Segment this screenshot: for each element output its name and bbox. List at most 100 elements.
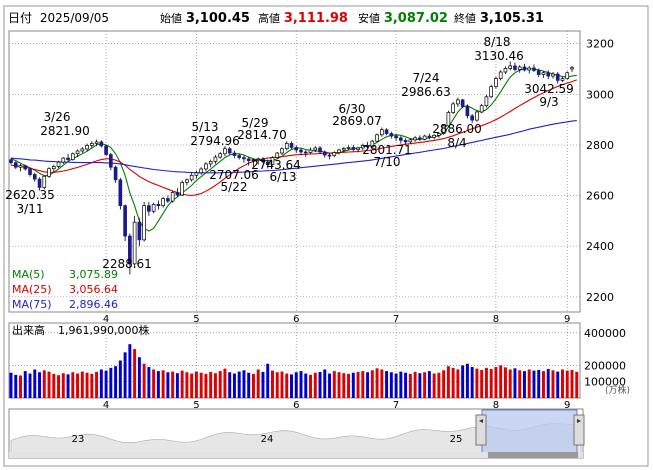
candle [313,146,318,153]
candle [180,180,184,197]
navigator-panel[interactable]: 23 24 25 [8,408,585,459]
volume-bar [380,369,384,398]
low-value: 3,087.02 [383,11,448,26]
candle-body-up [51,166,56,170]
candle [80,146,85,154]
candle-body-down [123,205,127,237]
price-tick-label: 3000 [586,88,614,101]
volume-bar [561,369,564,398]
candle [242,155,246,163]
candle-body-up [89,143,94,146]
candle [327,153,332,160]
candle-body-up [451,103,455,113]
volume-bar [323,369,327,398]
price-tick-label: 3200 [586,38,614,51]
date-label: 日付 [8,11,33,25]
candle-body-up [494,78,498,88]
candle-body-up [94,141,99,144]
candle [451,101,455,115]
candle-body-down [9,159,13,163]
candle-body-down [303,151,308,154]
annotation-label: 2743.64 [251,158,301,172]
candle [151,202,156,214]
candle-body-up [475,111,479,121]
candle-body-down [232,152,237,156]
navigator-scrollbar-thumb[interactable] [488,452,578,458]
candle-body-down [536,70,541,75]
candle [66,153,70,162]
volume-bar [418,373,422,398]
volume-bar [290,374,293,398]
ma75-line [10,120,577,174]
volume-tick-label: 400000 [584,327,626,340]
candle-body-down [113,166,118,181]
candle-body-up [489,86,494,98]
navigator-year-label: 25 [450,434,463,445]
volume-bar [527,369,531,398]
candle-body-down [227,148,232,154]
candle-body-down [175,192,180,196]
volume-bar [366,372,370,398]
navigator-year-label: 23 [72,434,85,445]
navigator-selection [481,409,578,458]
candle-body-down [166,198,170,202]
volume-month-label: 7 [393,400,399,411]
volume-bar [14,374,18,398]
candle [89,141,94,149]
candle [28,168,32,177]
volume-bars [9,344,579,398]
candle [289,141,294,150]
candle-body-up [70,153,75,160]
candle [232,150,237,159]
volume-bar [342,373,346,398]
volume-bar [508,369,512,398]
candle [380,127,384,137]
volume-bar [228,372,232,398]
candle-body-up [208,161,213,165]
navigator-left-handle[interactable] [475,414,487,446]
volume-bar [432,373,436,398]
candle-body-up [503,68,508,73]
volume-bar [332,371,336,398]
volume-bar [185,372,189,398]
annotation-label: 9/3 [539,95,558,109]
price-axis-labels: 3200 3000 2800 2600 2400 2200 [586,38,614,304]
candle [513,62,517,72]
volume-bar [171,371,175,398]
candle-body-down [32,174,37,180]
candle [123,204,127,242]
candle [99,140,104,148]
volume-bar [309,374,312,398]
candle [484,94,489,108]
candle-body-up [541,72,546,75]
volume-bar [142,363,146,398]
month-tick-label: 6 [293,314,299,325]
candle-body-down [237,155,242,158]
volume-bar [575,371,579,398]
candle-body-up [356,147,360,150]
volume-bar [556,371,560,398]
navigator-right-handle[interactable] [573,414,585,446]
candle [470,114,474,124]
month-tick-label: 8 [493,314,499,325]
volume-bar [442,370,446,398]
candle [418,135,422,142]
candle-body-down [66,157,70,160]
annotation-label: 5/29 [242,116,269,130]
candle [237,153,242,160]
candle [489,84,494,99]
month-tick-label: 5 [193,314,199,325]
candle [532,64,536,73]
volume-bar [503,367,507,398]
volume-bar [180,370,184,398]
candle [337,148,341,155]
candle-body-up [479,105,484,113]
candle [332,151,337,158]
annotation-label: 2986.63 [401,85,451,99]
volume-bar [304,373,308,398]
candle-body-down [265,161,270,166]
candle-body-down [555,73,560,81]
volume-bar [470,367,474,398]
volume-bar [275,372,279,398]
